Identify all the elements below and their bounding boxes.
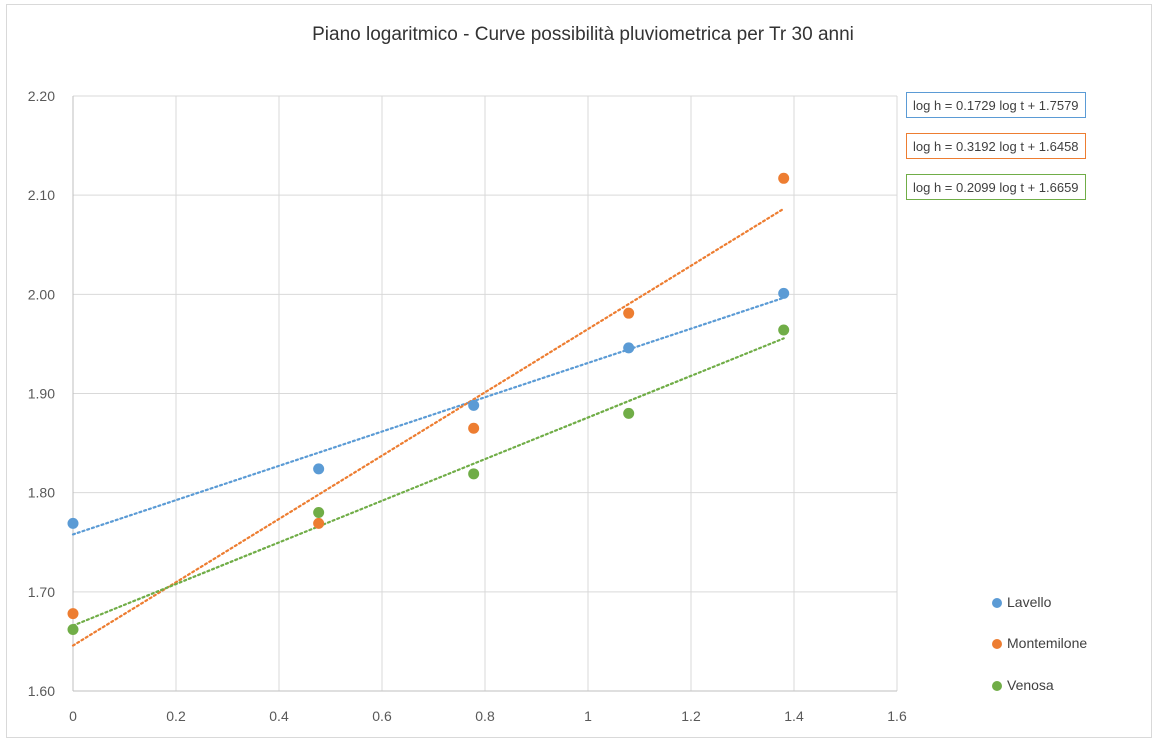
y-tick-label: 1.70 <box>28 584 55 600</box>
legend-label-montemilone: Montemilone <box>1007 635 1088 651</box>
data-point-montemilone <box>623 307 635 319</box>
data-point-montemilone <box>468 422 480 434</box>
legend-marker-lavello <box>992 598 1002 608</box>
x-tick-label: 1.2 <box>681 708 701 724</box>
y-tick-label: 2.00 <box>28 286 55 302</box>
legend-label-lavello: Lavello <box>1007 594 1052 610</box>
y-tick-label: 1.60 <box>28 683 55 699</box>
data-point-venosa <box>468 468 480 480</box>
legend-item-montemilone: Montemilone <box>992 635 1087 651</box>
x-tick-label: 0.4 <box>269 708 289 724</box>
data-point-montemilone <box>313 517 325 529</box>
equation-box-lavello: log h = 0.1729 log t + 1.7579 <box>906 92 1086 118</box>
data-point-venosa <box>623 407 635 419</box>
legend-item-lavello: Lavello <box>992 594 1051 610</box>
data-point-lavello <box>67 517 79 529</box>
data-point-lavello <box>313 463 325 475</box>
equation-box-montemilone: log h = 0.3192 log t + 1.6458 <box>906 133 1086 159</box>
chart-frame <box>6 4 1152 738</box>
data-point-montemilone <box>778 172 790 184</box>
x-tick-label: 1.4 <box>784 708 804 724</box>
data-point-lavello <box>778 287 790 299</box>
x-tick-label: 0.8 <box>475 708 495 724</box>
data-point-venosa <box>67 624 79 636</box>
y-tick-label: 1.80 <box>28 485 55 501</box>
x-tick-label: 1.6 <box>887 708 907 724</box>
trendline-montemilone <box>71 207 785 647</box>
legend-item-venosa: Venosa <box>992 677 1054 693</box>
x-tick-label: 0.6 <box>372 708 392 724</box>
legend-marker-montemilone <box>992 639 1002 649</box>
x-tick-label: 0.2 <box>166 708 186 724</box>
trendline-venosa <box>71 337 785 627</box>
data-point-lavello <box>468 399 480 411</box>
legend-label-venosa: Venosa <box>1007 677 1054 693</box>
x-tick-label: 1 <box>584 708 592 724</box>
data-point-venosa <box>313 507 325 518</box>
y-tick-label: 1.90 <box>28 386 55 402</box>
y-tick-label: 2.10 <box>28 187 55 203</box>
legend-marker-venosa <box>992 681 1002 691</box>
data-point-venosa <box>778 324 790 336</box>
chart-title: Piano logaritmico - Curve possibilità pl… <box>312 24 854 45</box>
x-tick-label: 0 <box>69 708 77 724</box>
y-tick-label: 2.20 <box>28 88 55 104</box>
data-point-montemilone <box>67 608 79 620</box>
equation-box-venosa: log h = 0.2099 log t + 1.6659 <box>906 174 1086 200</box>
data-point-lavello <box>623 342 635 354</box>
trendline-lavello <box>71 296 785 536</box>
